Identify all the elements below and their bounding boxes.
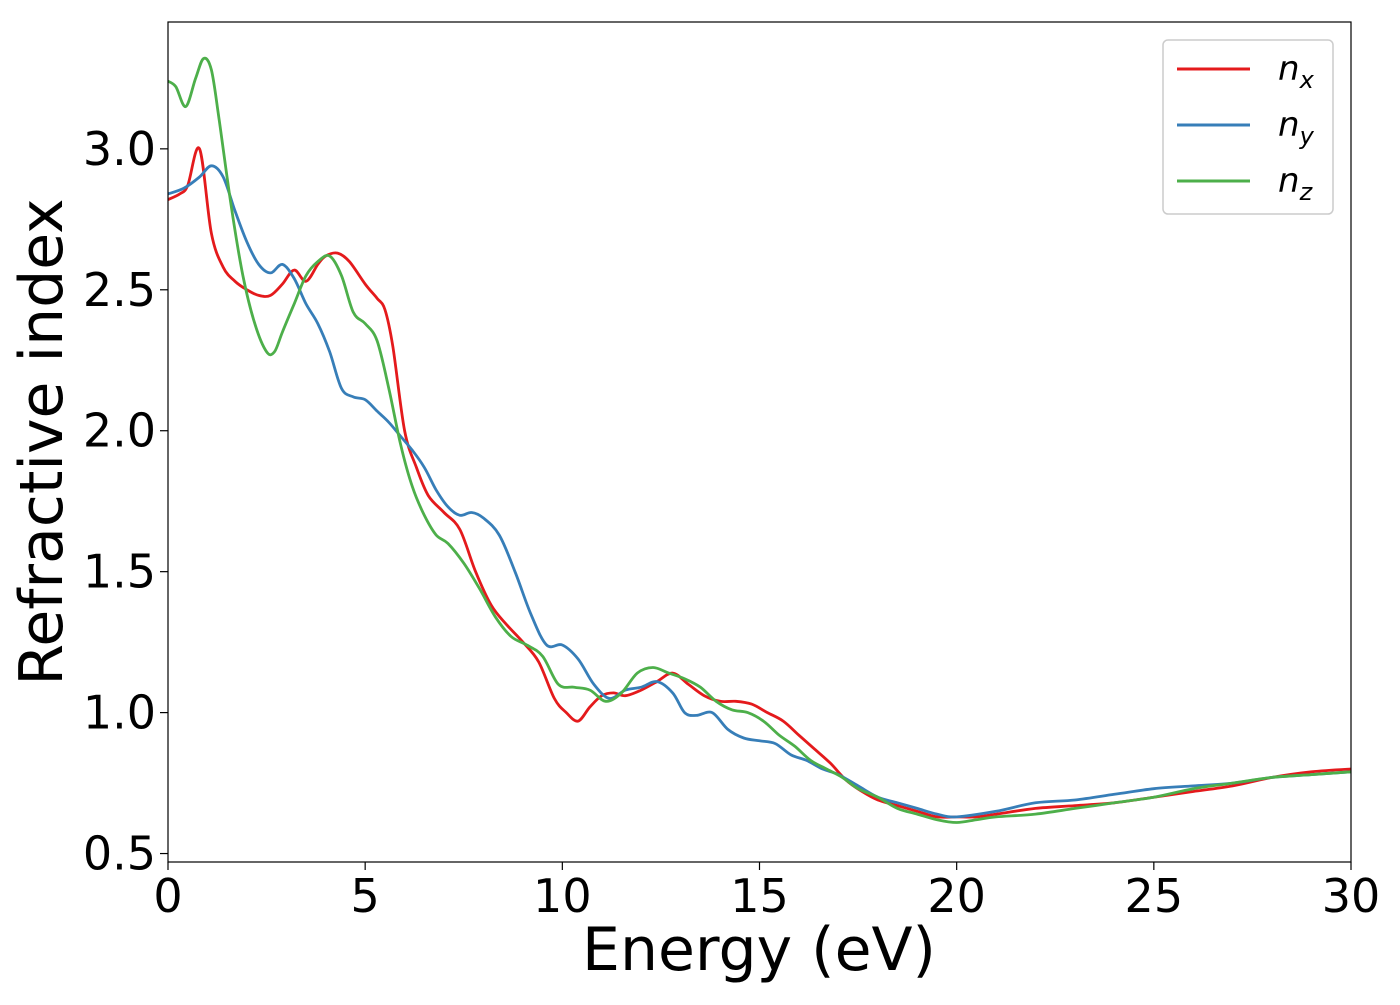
legend-label-subscript: y (1299, 122, 1315, 150)
legend-label-base: n (1278, 105, 1300, 145)
legend-frame (1162, 39, 1334, 215)
x-tick-label: 30 (1322, 869, 1381, 923)
legend-label-subscript: x (1299, 66, 1315, 94)
legend-label-ny: ny (1278, 105, 1315, 150)
legend-label-base: n (1278, 49, 1300, 89)
y-tick-label: 1.0 (83, 686, 156, 740)
series-line-ny (168, 164, 1351, 819)
y-tick-label: 1.5 (83, 545, 156, 599)
x-tick-label: 20 (927, 869, 986, 923)
y-axis-label: Refractive index (7, 198, 77, 685)
x-tick-label: 0 (153, 869, 182, 923)
series-layer (168, 56, 1351, 824)
x-tick-label: 10 (533, 869, 592, 923)
y-tick-label: 2.5 (83, 263, 156, 317)
legend-label-base: n (1278, 161, 1300, 201)
legend-label-nx: nx (1278, 49, 1315, 94)
x-tick-label: 5 (351, 869, 380, 923)
legend-label-nz: nz (1278, 161, 1314, 206)
x-tick-label: 25 (1125, 869, 1184, 923)
y-tick-label: 2.0 (83, 404, 156, 458)
legend-label-subscript: z (1299, 178, 1314, 206)
x-axis: 0 5 10 15 20 25 30 (153, 862, 1380, 923)
y-tick-label: 0.5 (83, 827, 156, 881)
y-tick-label: 3.0 (83, 122, 156, 176)
x-axis-label: Energy (eV) (582, 915, 936, 985)
x-tick-label: 15 (730, 869, 789, 923)
series-line-nz (168, 56, 1351, 824)
y-axis: 0.5 1.0 1.5 2.0 2.5 3.0 (83, 122, 168, 881)
